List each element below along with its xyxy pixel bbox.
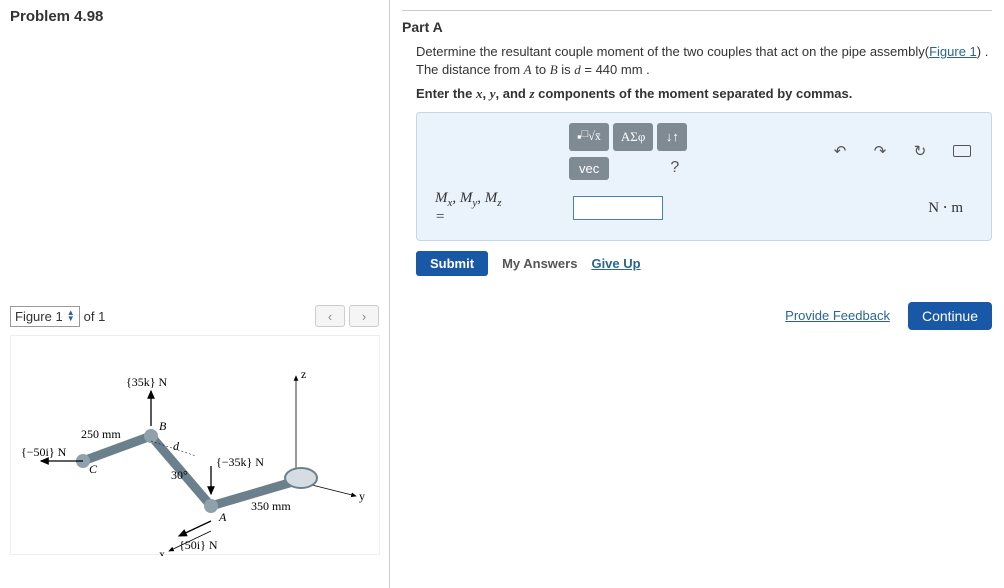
keyboard-button[interactable] <box>945 137 979 165</box>
vec-button[interactable]: vec <box>569 157 609 180</box>
force-down-label: {−35k} N <box>216 455 264 469</box>
dim-250: 250 mm <box>81 427 121 441</box>
my-answers-label: My Answers <box>502 256 577 271</box>
axis-y: y <box>359 489 365 503</box>
equation-lhs: Mx, My, Mz= <box>435 190 565 226</box>
figure-nav: Figure 1 ▲▼ of 1 ‹ › <box>10 305 379 327</box>
dim-350: 350 mm <box>251 499 291 513</box>
templates-button[interactable]: ▪□√x̄ <box>569 123 609 151</box>
redo-button[interactable]: ↷ <box>865 137 895 165</box>
dim-d: d <box>173 439 180 453</box>
pipe-diagram: z y x {35k} N B <box>11 366 371 556</box>
prompt-2: Enter the x, y, and z components of the … <box>416 85 992 103</box>
figure-link[interactable]: Figure 1 <box>929 44 977 59</box>
prev-figure-button[interactable]: ‹ <box>315 305 345 327</box>
next-figure-button[interactable]: › <box>349 305 379 327</box>
figure-image: z y x {35k} N B <box>10 335 380 555</box>
answer-box: ▪□√x̄ ΑΣφ ↓↑ vec ? ↶ ↷ ↻ <box>416 112 992 241</box>
force-right-label: {50i} N <box>179 538 218 552</box>
continue-button[interactable]: Continue <box>908 302 992 330</box>
force-left-label: {−50i} N <box>21 445 67 459</box>
submit-button[interactable]: Submit <box>416 251 488 276</box>
axis-z: z <box>301 367 306 381</box>
part-label: Part A <box>402 19 992 35</box>
answer-toolbar: ▪□√x̄ ΑΣφ ↓↑ vec ? ↶ ↷ ↻ <box>429 123 979 180</box>
angle-30: 30° <box>171 468 188 482</box>
point-b: B <box>159 419 167 433</box>
submit-row: Submit My Answers Give Up <box>416 251 992 276</box>
answer-input[interactable] <box>573 196 663 220</box>
point-c: C <box>89 462 98 476</box>
footer-row: Provide Feedback Continue <box>402 302 992 330</box>
axis-x: x <box>159 547 165 556</box>
force-up-label: {35k} N <box>126 375 168 389</box>
point-a: A <box>218 510 227 524</box>
prompt-1: Determine the resultant couple moment of… <box>416 43 992 79</box>
keyboard-icon <box>953 145 971 157</box>
unit-label: N ⋅ m <box>928 198 973 217</box>
figure-select[interactable]: Figure 1 ▲▼ <box>10 306 80 327</box>
greek-button[interactable]: ΑΣφ <box>613 123 653 151</box>
figure-label: Figure 1 <box>15 309 63 324</box>
feedback-link[interactable]: Provide Feedback <box>785 308 890 323</box>
divider <box>402 10 992 11</box>
arrows-button[interactable]: ↓↑ <box>657 123 687 151</box>
figure-spinner[interactable]: ▲▼ <box>67 310 75 322</box>
figure-of: of 1 <box>84 309 106 324</box>
undo-button[interactable]: ↶ <box>825 137 855 165</box>
help-button[interactable]: ? <box>662 157 687 179</box>
equation-row: Mx, My, Mz= N ⋅ m <box>429 190 979 226</box>
reset-button[interactable]: ↻ <box>905 137 935 165</box>
right-panel: Part A Determine the resultant couple mo… <box>390 0 1004 588</box>
give-up-link[interactable]: Give Up <box>591 256 640 271</box>
problem-title: Problem 4.98 <box>10 8 379 25</box>
left-panel: Problem 4.98 Figure 1 ▲▼ of 1 ‹ › z <box>0 0 390 588</box>
